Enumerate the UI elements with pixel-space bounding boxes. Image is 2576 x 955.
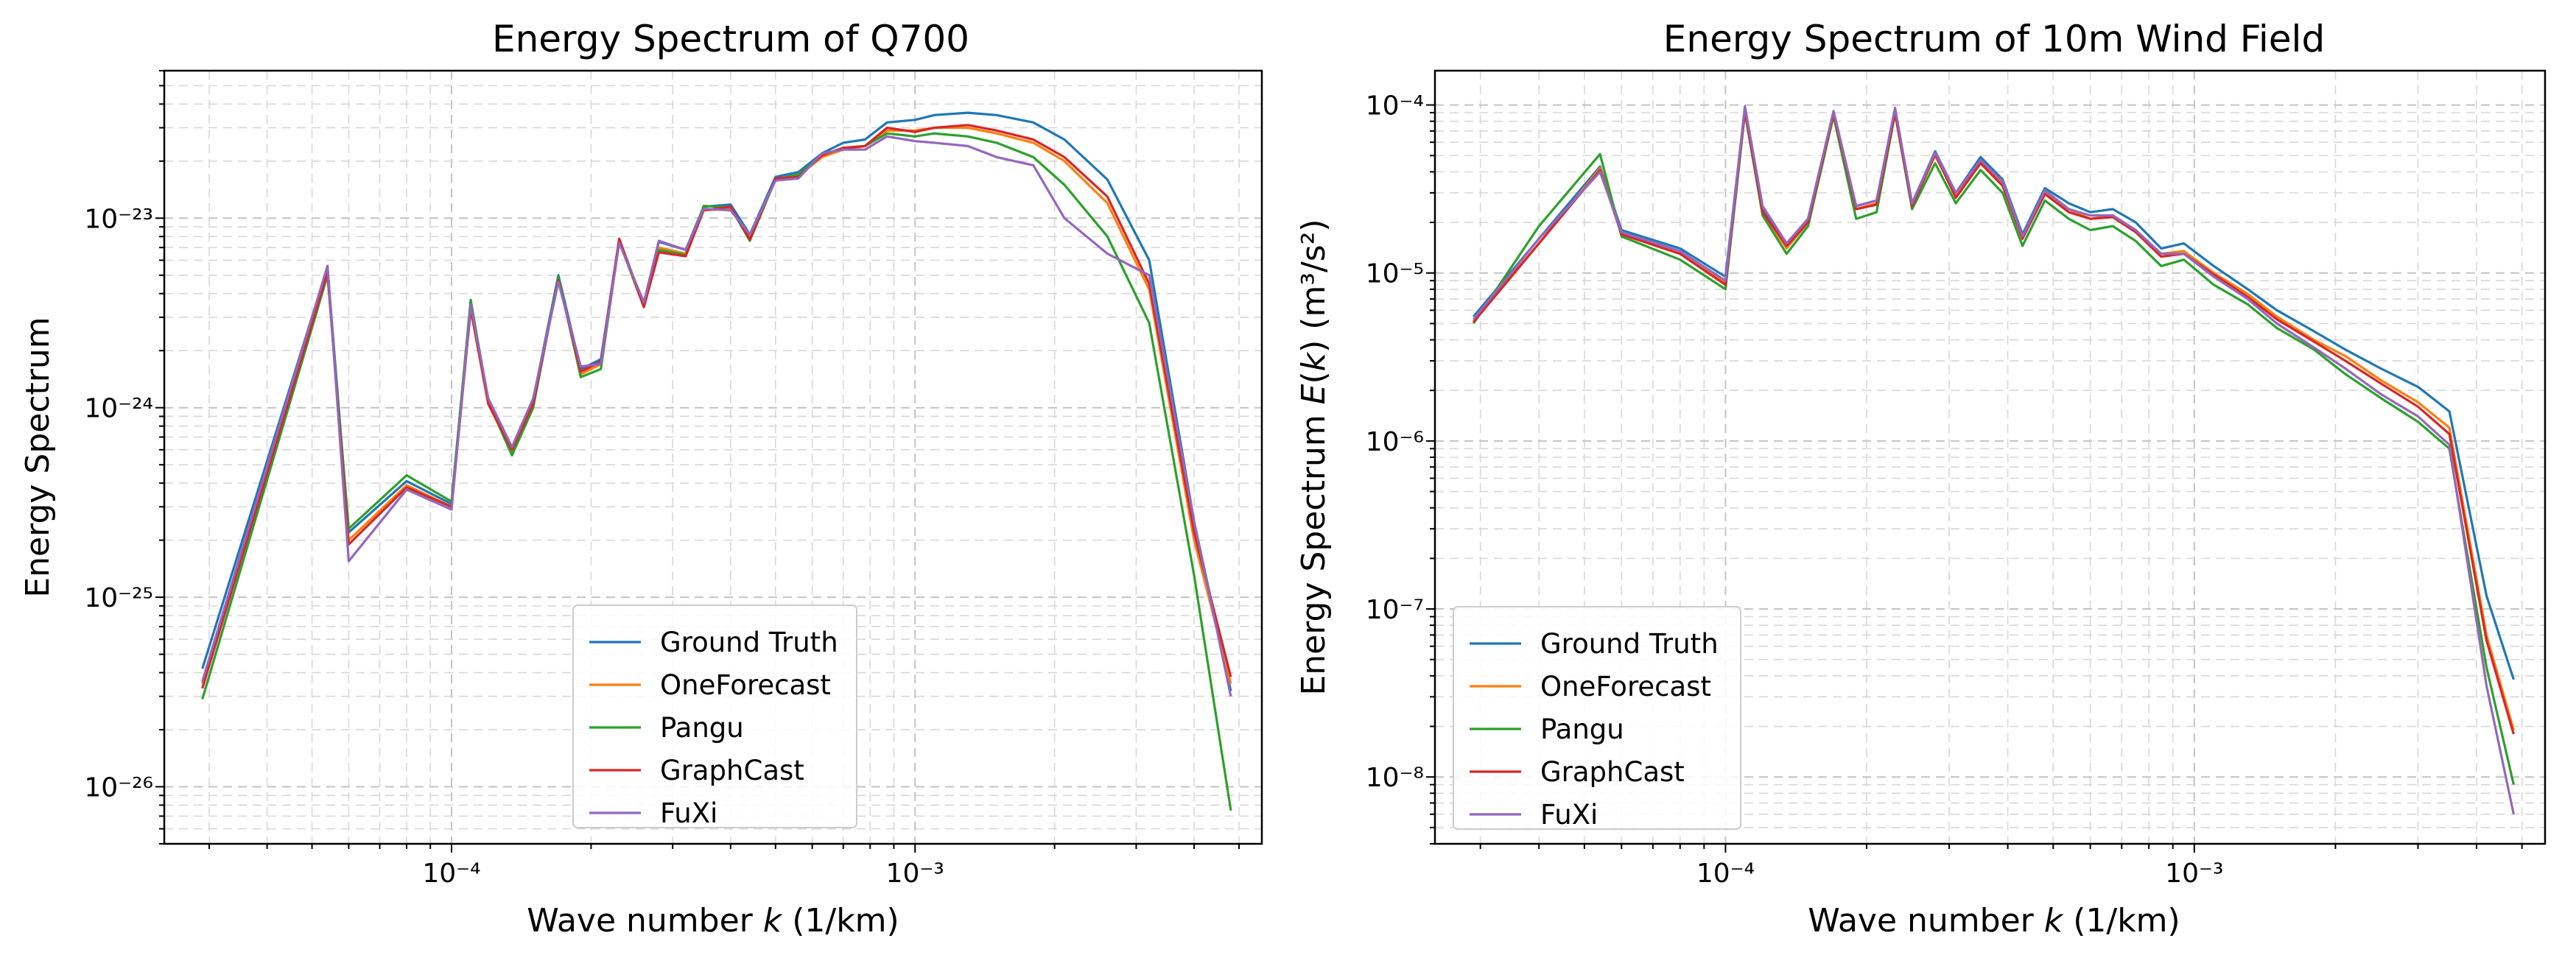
axis-ticks: 10⁻⁴ 10⁻³ 10⁻⁸ 10⁻⁷ 10⁻⁶ 10⁻⁵ 10⁻⁴ bbox=[1366, 91, 2523, 889]
legend-label: Pangu bbox=[1540, 713, 1624, 745]
legend-box bbox=[1453, 606, 1741, 830]
legend-label: FuXi bbox=[660, 797, 717, 829]
legend: Ground Truth OneForecast Pangu GraphCast FuX… bbox=[572, 605, 857, 829]
x-tick-label: 10⁻³ bbox=[886, 859, 944, 889]
plot-frame bbox=[163, 69, 1263, 845]
series-layer bbox=[201, 111, 1232, 811]
y-tick-label: 10⁻²³ bbox=[84, 204, 153, 234]
legend-label: OneForecast bbox=[660, 669, 831, 701]
legend-label: Pangu bbox=[660, 712, 744, 744]
y-tick-label: 10⁻²⁶ bbox=[84, 773, 153, 803]
series-layer bbox=[1472, 105, 2515, 815]
chart-title: Energy Spectrum of Q700 bbox=[492, 18, 969, 60]
y-tick-label: 10⁻⁷ bbox=[1366, 595, 1424, 625]
legend-label: Ground Truth bbox=[660, 627, 838, 658]
series-line-fuxi bbox=[201, 135, 1232, 697]
legend-label: OneForecast bbox=[1540, 671, 1711, 702]
legend-label: Ground Truth bbox=[1540, 628, 1719, 660]
y-tick-label: 10⁻²⁵ bbox=[84, 583, 153, 613]
y-tick-label: 10⁻⁵ bbox=[1366, 259, 1424, 289]
y-axis-label: Energy Spectrum E(k) (m³/s²) bbox=[1295, 219, 1333, 695]
legend-box bbox=[572, 605, 857, 828]
y-axis-label: Energy Spectrum bbox=[19, 317, 57, 597]
legend: Ground Truth OneForecast Pangu GraphCast FuX… bbox=[1453, 606, 1741, 831]
legend-label: GraphCast bbox=[1540, 756, 1685, 788]
x-tick-label: 10⁻³ bbox=[2165, 859, 2223, 889]
y-tick-label: 10⁻²⁴ bbox=[84, 394, 153, 424]
y-tick-label: 10⁻⁸ bbox=[1366, 763, 1424, 793]
chart-10m-wind: Energy Spectrum of 10m Wind Field 10⁻⁴ 10… bbox=[1295, 18, 2547, 940]
x-tick-label: 10⁻⁴ bbox=[1696, 859, 1755, 889]
y-tick-label: 10⁻⁴ bbox=[1366, 91, 1424, 121]
legend-label: GraphCast bbox=[660, 755, 804, 786]
chart-title: Energy Spectrum of 10m Wind Field bbox=[1663, 18, 2325, 60]
series-line-fuxi bbox=[1473, 105, 2515, 815]
x-tick-label: 10⁻⁴ bbox=[422, 859, 480, 889]
x-axis-label: Wave number k (1/km) bbox=[527, 902, 899, 940]
y-tick-label: 10⁻⁶ bbox=[1366, 427, 1424, 457]
legend-label: FuXi bbox=[1540, 799, 1598, 831]
chart-q700: Energy Spectrum of Q700 10⁻⁴ 10⁻³10⁻²⁶10⁻… bbox=[19, 18, 1263, 940]
axis-ticks: 10⁻⁴ 10⁻³ 10⁻²⁶ 10⁻²⁵ 10⁻²⁴ 10⁻²³ bbox=[84, 70, 1240, 889]
x-axis-label: Wave number k (1/km) bbox=[1808, 902, 2180, 940]
